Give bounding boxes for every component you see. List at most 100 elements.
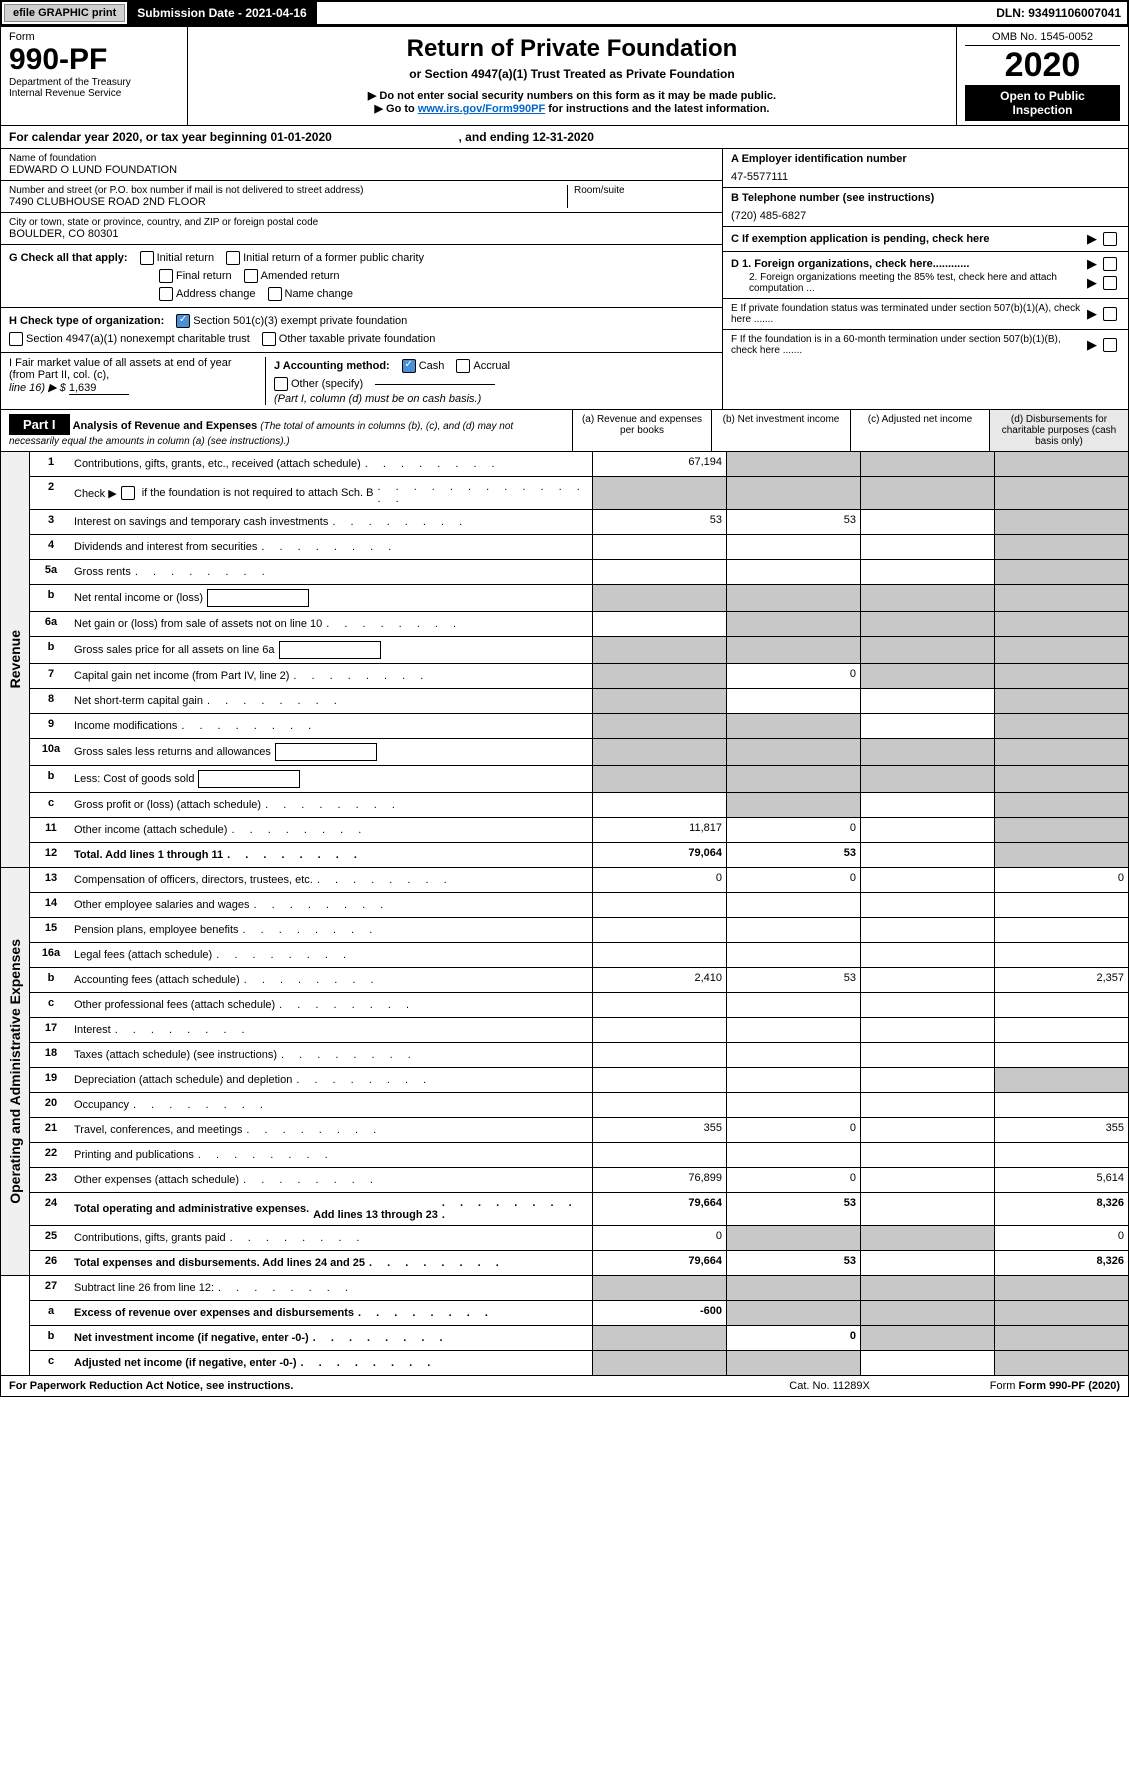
form-ref: Form Form 990-PF (2020) xyxy=(990,1380,1120,1392)
f-label: F If the foundation is in a 60-month ter… xyxy=(731,334,1087,356)
header-left: Form 990-PF Department of the Treasury I… xyxy=(1,27,188,125)
i-label: I Fair market value of all assets at end… xyxy=(9,357,259,381)
identity-block: Name of foundation EDWARD O LUND FOUNDAT… xyxy=(0,149,1129,410)
row-r16c: c Other professional fees (attach schedu… xyxy=(30,993,1128,1018)
row-r15: 15 Pension plans, employee benefits . . … xyxy=(30,918,1128,943)
cat-no: Cat. No. 11289X xyxy=(789,1380,870,1392)
chk-d1[interactable] xyxy=(1103,257,1117,271)
row-r27b: b Net investment income (if negative, en… xyxy=(30,1326,1128,1351)
row-r23: 23 Other expenses (attach schedule) . . … xyxy=(30,1168,1128,1193)
omb-number: OMB No. 1545-0052 xyxy=(965,31,1120,46)
row-r11: 11 Other income (attach schedule) . . . … xyxy=(30,818,1128,843)
row-r20: 20 Occupancy . . . . . . . . xyxy=(30,1093,1128,1118)
chk-final[interactable] xyxy=(159,269,173,283)
fmv-value: 1,639 xyxy=(69,382,129,395)
chk-name-change[interactable] xyxy=(268,287,282,301)
name-label: Name of foundation xyxy=(9,153,714,164)
header-center: Return of Private Foundation or Section … xyxy=(188,27,956,125)
row-r16b: b Accounting fees (attach schedule) . . … xyxy=(30,968,1128,993)
form-number: 990-PF xyxy=(9,43,179,77)
row-r16a: 16a Legal fees (attach schedule) . . . .… xyxy=(30,943,1128,968)
d1-label: D 1. Foreign organizations, check here..… xyxy=(731,258,1087,270)
address: 7490 CLUBHOUSE ROAD 2ND FLOOR xyxy=(9,196,567,208)
chk-addr-change[interactable] xyxy=(159,287,173,301)
phone: (720) 485-6827 xyxy=(731,204,1120,222)
chk-4947[interactable] xyxy=(9,332,23,346)
chk-501c3[interactable] xyxy=(176,314,190,328)
chk-f[interactable] xyxy=(1103,338,1117,352)
footer: For Paperwork Reduction Act Notice, see … xyxy=(0,1376,1129,1397)
top-bar: efile GRAPHIC print Submission Date - 20… xyxy=(0,0,1129,26)
row-r25: 25 Contributions, gifts, grants paid . .… xyxy=(30,1226,1128,1251)
row-r7: 7 Capital gain net income (from Part IV,… xyxy=(30,664,1128,689)
form-title: Return of Private Foundation xyxy=(196,35,948,63)
col-b-hdr: (b) Net investment income xyxy=(711,410,850,451)
d2-label: 2. Foreign organizations meeting the 85%… xyxy=(749,272,1087,294)
room-label: Room/suite xyxy=(574,185,714,196)
chk-e[interactable] xyxy=(1103,307,1117,321)
revenue-table: Revenue 1 Contributions, gifts, grants, … xyxy=(0,452,1129,868)
c-label: C If exemption application is pending, c… xyxy=(731,233,1087,245)
row-r1: 1 Contributions, gifts, grants, etc., re… xyxy=(30,452,1128,477)
city-label: City or town, state or province, country… xyxy=(9,217,714,228)
row-r10c: c Gross profit or (loss) (attach schedul… xyxy=(30,793,1128,818)
e-label: E If private foundation status was termi… xyxy=(731,303,1087,325)
chk-amended[interactable] xyxy=(244,269,258,283)
b-label: B Telephone number (see instructions) xyxy=(731,192,1120,204)
calendar-year: For calendar year 2020, or tax year begi… xyxy=(0,126,1129,149)
row-r5a: 5a Gross rents . . . . . . . . xyxy=(30,560,1128,585)
header-right: OMB No. 1545-0052 2020 Open to Public In… xyxy=(956,27,1128,125)
a-label: A Employer identification number xyxy=(731,153,1120,165)
row-r18: 18 Taxes (attach schedule) (see instruct… xyxy=(30,1043,1128,1068)
row-r14: 14 Other employee salaries and wages . .… xyxy=(30,893,1128,918)
g-label: G Check all that apply: xyxy=(9,252,128,264)
chk-cash[interactable] xyxy=(402,359,416,373)
col-c-hdr: (c) Adjusted net income xyxy=(850,410,989,451)
row-r17: 17 Interest . . . . . . . . xyxy=(30,1018,1128,1043)
efile-button[interactable]: efile GRAPHIC print xyxy=(4,4,125,22)
j-note: (Part I, column (d) must be on cash basi… xyxy=(274,393,714,405)
form-header: Form 990-PF Department of the Treasury I… xyxy=(0,26,1129,126)
part1-label: Part I xyxy=(9,414,70,435)
foundation-name: EDWARD O LUND FOUNDATION xyxy=(9,164,714,176)
row-r19: 19 Depreciation (attach schedule) and de… xyxy=(30,1068,1128,1093)
paperwork-notice: For Paperwork Reduction Act Notice, see … xyxy=(9,1380,293,1392)
row-r24: 24 Total operating and administrative ex… xyxy=(30,1193,1128,1226)
row-r10a: 10a Gross sales less returns and allowan… xyxy=(30,739,1128,766)
revenue-side: Revenue xyxy=(1,452,30,867)
row-r4: 4 Dividends and interest from securities… xyxy=(30,535,1128,560)
col-a-hdr: (a) Revenue and expenses per books xyxy=(572,410,711,451)
part1-title: Analysis of Revenue and Expenses xyxy=(73,420,258,432)
chk-d2[interactable] xyxy=(1103,276,1117,290)
form-url-link[interactable]: www.irs.gov/Form990PF xyxy=(418,103,545,115)
row-r21: 21 Travel, conferences, and meetings . .… xyxy=(30,1118,1128,1143)
form-label: Form xyxy=(9,31,179,43)
expense-table: Operating and Administrative Expenses 13… xyxy=(0,868,1129,1276)
expense-side: Operating and Administrative Expenses xyxy=(1,868,30,1275)
goto-line: ▶ Go to www.irs.gov/Form990PF for instru… xyxy=(196,102,948,115)
row-r10b: b Less: Cost of goods sold xyxy=(30,766,1128,793)
city: BOULDER, CO 80301 xyxy=(9,228,714,240)
row-r13: 13 Compensation of officers, directors, … xyxy=(30,868,1128,893)
col-d-hdr: (d) Disbursements for charitable purpose… xyxy=(989,410,1128,451)
chk-other-method[interactable] xyxy=(274,377,288,391)
row-r27c: c Adjusted net income (if negative, ente… xyxy=(30,1351,1128,1375)
dln: DLN: 93491106007041 xyxy=(996,6,1127,20)
chk-accrual[interactable] xyxy=(456,359,470,373)
row-r6a: 6a Net gain or (loss) from sale of asset… xyxy=(30,612,1128,637)
summary-table: 27 Subtract line 26 from line 12: . . . … xyxy=(0,1276,1129,1376)
row-r3: 3 Interest on savings and temporary cash… xyxy=(30,510,1128,535)
row-r12: 12 Total. Add lines 1 through 11 . . . .… xyxy=(30,843,1128,867)
chk-initial[interactable] xyxy=(140,251,154,265)
open-public: Open to Public Inspection xyxy=(965,85,1120,121)
row-r9: 9 Income modifications . . . . . . . . xyxy=(30,714,1128,739)
h-label: H Check type of organization: xyxy=(9,315,164,327)
row-r27: 27 Subtract line 26 from line 12: . . . … xyxy=(30,1276,1128,1301)
chk-c[interactable] xyxy=(1103,232,1117,246)
row-r22: 22 Printing and publications . . . . . .… xyxy=(30,1143,1128,1168)
chk-initial-former[interactable] xyxy=(226,251,240,265)
row-r27a: a Excess of revenue over expenses and di… xyxy=(30,1301,1128,1326)
chk-other-tax[interactable] xyxy=(262,332,276,346)
ssn-warning: ▶ Do not enter social security numbers o… xyxy=(196,89,948,102)
form-subtitle: or Section 4947(a)(1) Trust Treated as P… xyxy=(196,67,948,81)
